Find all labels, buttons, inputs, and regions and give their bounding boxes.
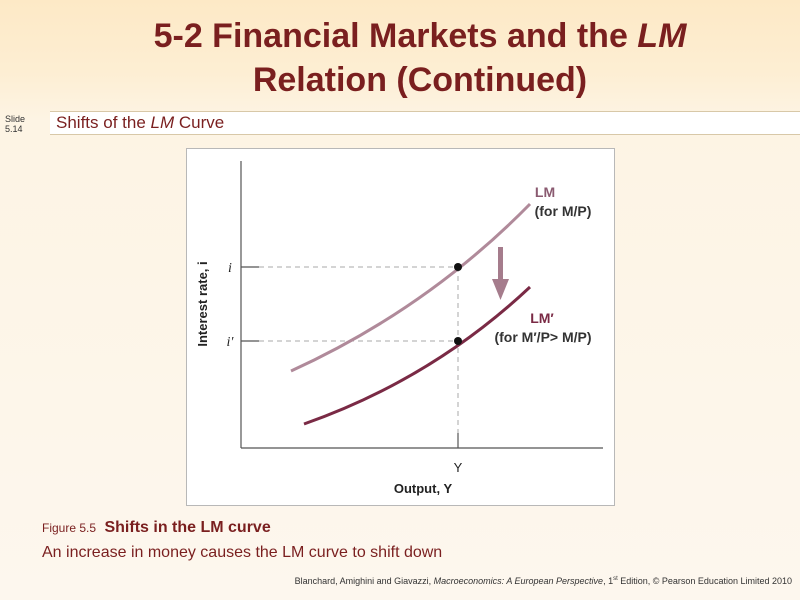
slide-subtitle: Shifts of the LM Curve bbox=[56, 113, 224, 133]
figure-caption: Figure 5.5 Shifts in the LM curve bbox=[42, 519, 271, 537]
citation-authors: Blanchard, Amighini and Giavazzi, bbox=[294, 576, 434, 586]
lm-shift-diagram: Interest rate, i Output, Y Y i i′ LM (fo… bbox=[195, 161, 603, 496]
lm-prime-curve-condition: (for M′/P> M/P) bbox=[494, 329, 591, 345]
subtitle-bar bbox=[50, 111, 800, 135]
slide-number: Slide 5.14 bbox=[5, 114, 45, 134]
y-tick-low-label: i′ bbox=[227, 335, 235, 350]
figure-title: Shifts in the LM curve bbox=[104, 519, 271, 536]
citation-edition-num: , 1 bbox=[603, 576, 614, 586]
citation-edition-sup: st bbox=[613, 576, 618, 582]
point-original bbox=[454, 263, 462, 271]
slide-label: Slide bbox=[5, 114, 26, 124]
lm-prime-curve bbox=[303, 285, 532, 426]
title-line1-italic: LM bbox=[637, 17, 687, 55]
lm-prime-curve-label: LM′ bbox=[530, 310, 554, 326]
figure-label: Figure 5.5 bbox=[42, 521, 97, 535]
figure-box: Interest rate, i Output, Y Y i i′ LM (fo… bbox=[186, 148, 615, 506]
y-axis-label: Interest rate, i bbox=[195, 261, 210, 346]
subtitle-italic: LM bbox=[150, 113, 175, 132]
subtitle-post: Curve bbox=[174, 113, 225, 132]
slide-number-value: 5.14 bbox=[5, 124, 23, 134]
shift-down-arrow bbox=[492, 247, 509, 300]
x-tick-label: Y bbox=[454, 460, 463, 475]
figure-description: An increase in money causes the LM curve… bbox=[42, 544, 443, 561]
lm-curve-label: LM bbox=[535, 184, 555, 200]
lm-curve-condition: (for M/P) bbox=[535, 203, 592, 219]
y-tick-high-label: i bbox=[228, 261, 232, 276]
title-line1-text: 5-2 Financial Markets and the bbox=[153, 17, 638, 55]
lm-curve bbox=[290, 202, 532, 373]
slide-title: 5-2 Financial Markets and the LM Relatio… bbox=[40, 14, 800, 102]
point-new bbox=[454, 337, 462, 345]
citation-publisher: Edition, © Pearson Education Limited 201… bbox=[617, 576, 792, 586]
x-axis-label: Output, Y bbox=[394, 481, 453, 496]
title-line2-text: Relation (Continued) bbox=[252, 61, 588, 99]
citation-book: Macroeconomics: A European Perspective bbox=[433, 576, 604, 586]
citation: Blanchard, Amighini and Giavazzi, Macroe… bbox=[295, 576, 792, 586]
subtitle-pre: Shifts of the bbox=[56, 113, 151, 132]
